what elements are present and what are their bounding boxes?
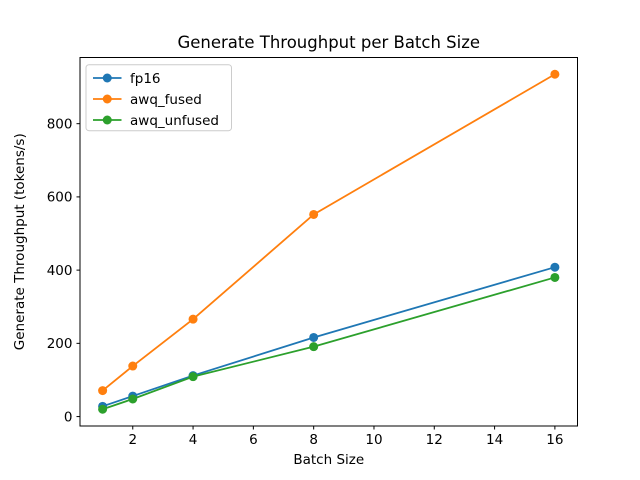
chart-title: Generate Throughput per Batch Size xyxy=(177,33,480,52)
x-tick-label: 14 xyxy=(486,432,503,448)
data-point xyxy=(98,386,108,396)
data-point xyxy=(309,209,319,219)
data-point xyxy=(550,262,560,272)
data-point xyxy=(309,332,319,342)
x-tick-label: 6 xyxy=(249,432,258,448)
series-awq_fused xyxy=(98,69,560,396)
legend-marker xyxy=(102,115,112,125)
legend-entry-fp16: fp16 xyxy=(93,71,161,87)
x-tick-label: 12 xyxy=(426,432,443,448)
data-point xyxy=(550,272,560,282)
data-point xyxy=(128,361,138,371)
x-tick-label: 2 xyxy=(128,432,137,448)
y-tick-label: 400 xyxy=(47,263,73,279)
legend-marker xyxy=(102,73,112,83)
x-tick-label: 16 xyxy=(546,432,563,448)
legend-entry-awq_unfused: awq_unfused xyxy=(93,113,219,129)
x-tick-label: 8 xyxy=(309,432,318,448)
legend: fp16 awq_fused awq_unfused xyxy=(85,64,232,132)
y-tick-label: 0 xyxy=(64,409,73,425)
data-point xyxy=(309,342,319,352)
x-tick-label: 10 xyxy=(365,432,382,448)
data-point xyxy=(550,69,560,79)
y-tick-label: 200 xyxy=(47,336,73,352)
legend-marker xyxy=(102,94,112,104)
legend-entry-awq_fused: awq_fused xyxy=(93,92,202,108)
legend-box xyxy=(85,64,232,132)
data-point xyxy=(128,394,138,404)
legend-label: awq_fused xyxy=(130,92,202,108)
data-point xyxy=(188,372,198,382)
y-tick-label: 600 xyxy=(47,190,73,206)
y-tick-label: 800 xyxy=(47,116,73,132)
y-axis-label: Generate Throughput (tokens/s) xyxy=(12,133,28,350)
series-awq_unfused xyxy=(98,272,560,414)
data-point xyxy=(98,404,108,414)
legend-label: fp16 xyxy=(130,71,161,87)
data-point xyxy=(188,314,198,324)
x-tick-label: 4 xyxy=(189,432,198,448)
x-axis-label: Batch Size xyxy=(293,452,364,468)
legend-label: awq_unfused xyxy=(130,113,219,129)
